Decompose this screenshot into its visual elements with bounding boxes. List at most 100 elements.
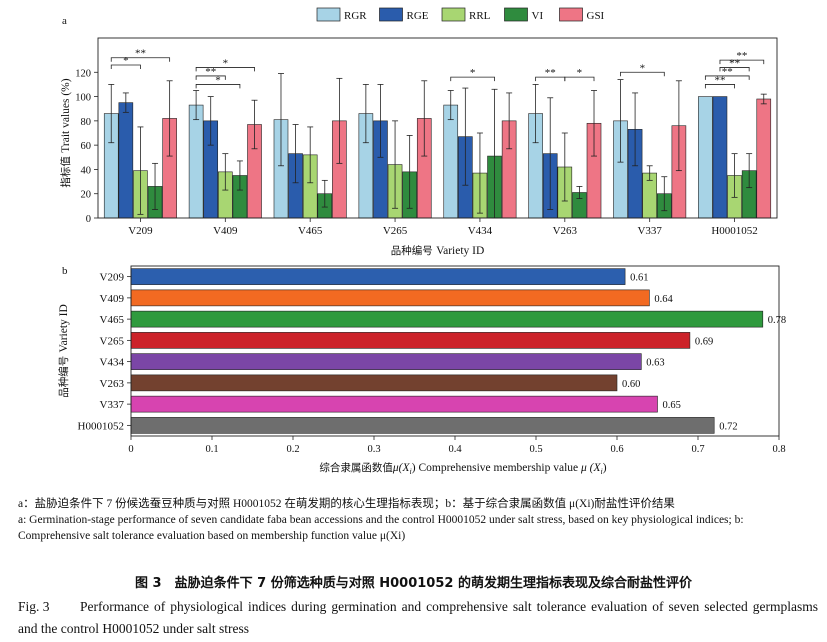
significance-mark-0: **: [135, 48, 146, 60]
significance-mark-12: **: [714, 74, 725, 86]
legend-label-vi: VI: [532, 10, 544, 22]
significance-bracket-8: [620, 71, 665, 77]
hbar-v465: [130, 310, 764, 328]
significance-mark-10: **: [729, 57, 740, 69]
significance-bracket-9: [719, 59, 765, 65]
y-tick-label: 0: [86, 214, 91, 225]
value-label-v337: 0.65: [663, 400, 681, 411]
significance-mark-8: *: [640, 62, 646, 74]
y-axis-title-en: Trait values (%): [60, 78, 72, 152]
bar-rgr-v434: [443, 104, 459, 219]
x-tick-label: 0.4: [448, 444, 462, 455]
x-tick-label: 0.7: [691, 444, 704, 455]
hbar-v263: [130, 374, 618, 392]
hbar-v434: [130, 353, 642, 370]
significance-mark-11: **: [722, 66, 733, 78]
y-tick-label: H0001052: [78, 420, 124, 432]
figure-title-en: Fig. 3 Performance of physiological indic…: [18, 596, 818, 640]
x-tick-label: V434: [468, 225, 493, 237]
x-tick-label: 0.5: [529, 444, 542, 455]
value-label-v265: 0.69: [695, 336, 713, 347]
figure-title-en-text: Performance of physiological indices dur…: [18, 599, 818, 636]
legend-swatch-vi: [504, 7, 528, 22]
significance-mark-1: *: [123, 55, 129, 67]
significance-bracket-11: [704, 75, 750, 80]
caption-en: a: Germination-stage performance of seve…: [18, 514, 744, 542]
y-axis-title-cn: 品种编号: [57, 352, 70, 397]
significance-bracket-7: [564, 76, 595, 82]
y-tick-label: V263: [100, 378, 125, 390]
value-label-h0001052: 0.72: [719, 421, 737, 432]
x-tick-label: 0.1: [205, 444, 218, 455]
y-tick-label: V265: [100, 335, 125, 347]
significance-mark-6: **: [545, 67, 556, 79]
y-tick-label: 40: [81, 165, 92, 176]
x-tick-label: 0: [128, 444, 133, 455]
y-tick-label: V465: [100, 314, 125, 326]
x-axis-title-cn: 品种编号: [391, 244, 436, 257]
significance-mark-7: *: [577, 67, 583, 79]
x-tick-label: V265: [383, 225, 408, 237]
value-label-v409: 0.64: [654, 294, 673, 305]
chart-panel-b: b 0.61 V209 0.64 V409 0.78 V465 0.69 V265 0.63 V43…: [57, 265, 786, 476]
legend-label-rgr: RGR: [344, 10, 367, 22]
y-axis-title-en: Variety ID: [58, 304, 70, 352]
hbar-v337: [130, 395, 658, 413]
hbar-v209: [130, 268, 626, 285]
bar-rgr-v409: [188, 104, 204, 219]
legend-swatch-rgr: [316, 7, 341, 22]
figure-title-cn: 图 3 盐胁迫条件下 7 份筛选种质与对照 H0001052 的萌发期生理指标表…: [135, 576, 692, 591]
significance-mark-9: **: [736, 50, 747, 62]
y-axis-title-b: 品种编号 Variety ID: [57, 304, 70, 398]
hbar-v265: [130, 332, 691, 349]
x-tick-label: V263: [553, 225, 578, 237]
significance-bracket-10: [719, 67, 750, 72]
value-label-v263: 0.60: [622, 379, 640, 390]
bar-rge-h0001052: [712, 96, 728, 219]
y-tick-label: 60: [81, 141, 92, 152]
y-axis-title-a: 指标值 Trait values (%): [59, 78, 72, 187]
x-tick-label: V337: [637, 225, 662, 237]
y-axis-title-cn: 指标值: [59, 153, 72, 188]
significance-bracket-0: [110, 57, 171, 62]
x-tick-label: 0.8: [772, 444, 785, 455]
y-tick-label: V209: [100, 272, 125, 284]
figure-number: Fig. 3: [18, 599, 50, 614]
significance-mark-4: *: [215, 74, 221, 86]
x-axis-title-b: 综合隶属函数值μ(Xi) Comprehensive membership va…: [319, 461, 606, 476]
y-tick-label: 20: [81, 190, 92, 201]
value-label-v434: 0.63: [646, 358, 664, 369]
x-tick-label: V465: [298, 225, 323, 237]
value-label-v209: 0.61: [630, 273, 648, 284]
significance-mark-5: *: [470, 67, 476, 79]
significance-bracket-1: [110, 64, 141, 69]
y-tick-label: 120: [75, 68, 91, 79]
x-tick-label: V409: [213, 225, 238, 237]
plot-frame-a: [97, 37, 778, 219]
hbar-h0001052: [130, 417, 715, 434]
x-axis-title-cn: 综合隶属函数值: [319, 461, 393, 474]
panel-label-b: b: [62, 265, 68, 277]
significance-bracket-2: [195, 67, 255, 72]
x-tick-label: 0.2: [286, 444, 299, 455]
legend-swatch-rrl: [441, 7, 466, 22]
y-tick-label: 100: [75, 93, 91, 104]
legend-label-rrl: RRL: [469, 10, 491, 22]
chart-panel-a: a RGR RGE RRL VI GSI*** ***** ** * *********02040…: [59, 7, 778, 257]
x-tick-label: H0001052: [711, 225, 757, 237]
significance-bracket-12: [704, 84, 735, 89]
panel-label-a: a: [62, 15, 67, 27]
y-tick-label: V337: [100, 399, 125, 411]
y-tick-label: V409: [100, 293, 125, 305]
significance-bracket-3: [195, 75, 226, 80]
legend-swatch-gsi: [559, 7, 583, 22]
hbar-v409: [130, 289, 650, 307]
significance-bracket-4: [195, 84, 241, 89]
value-label-v465: 0.78: [768, 315, 786, 326]
x-tick-label: 0.3: [367, 444, 380, 455]
bar-rgr-h0001052: [698, 96, 713, 219]
significance-bracket-5: [450, 76, 495, 82]
legend-swatch-rge: [379, 7, 403, 22]
y-tick-label: V434: [100, 357, 125, 369]
significance-mark-3: **: [205, 66, 216, 78]
